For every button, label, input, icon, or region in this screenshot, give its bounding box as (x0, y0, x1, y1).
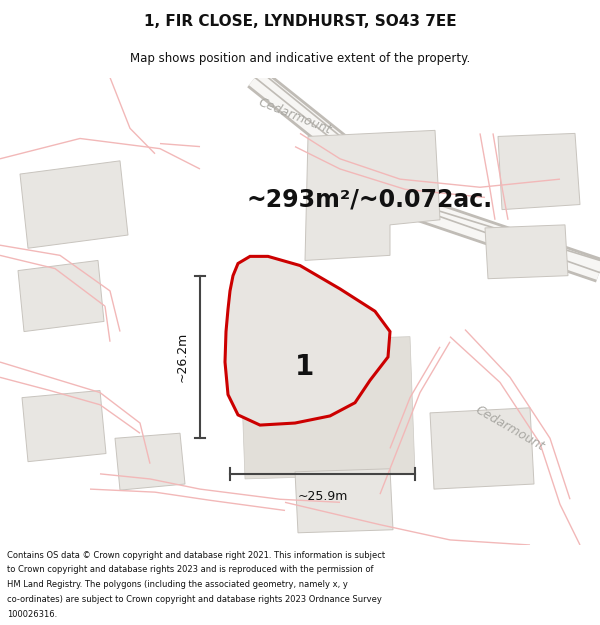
Text: ~26.2m: ~26.2m (176, 332, 188, 382)
Polygon shape (240, 337, 415, 479)
Text: 1, FIR CLOSE, LYNDHURST, SO43 7EE: 1, FIR CLOSE, LYNDHURST, SO43 7EE (143, 14, 457, 29)
Polygon shape (498, 133, 580, 209)
Polygon shape (22, 391, 106, 462)
Text: Map shows position and indicative extent of the property.: Map shows position and indicative extent… (130, 52, 470, 64)
Text: Contains OS data © Crown copyright and database right 2021. This information is : Contains OS data © Crown copyright and d… (7, 551, 385, 559)
Text: 100026316.: 100026316. (7, 610, 58, 619)
Text: ~293m²/~0.072ac.: ~293m²/~0.072ac. (247, 188, 493, 211)
Text: co-ordinates) are subject to Crown copyright and database rights 2023 Ordnance S: co-ordinates) are subject to Crown copyr… (7, 595, 382, 604)
Polygon shape (115, 433, 185, 490)
Polygon shape (430, 408, 534, 489)
Polygon shape (305, 131, 440, 261)
Text: Cedarmount: Cedarmount (257, 96, 334, 137)
Text: to Crown copyright and database rights 2023 and is reproduced with the permissio: to Crown copyright and database rights 2… (7, 566, 374, 574)
Polygon shape (295, 469, 393, 532)
Text: Cedarmount: Cedarmount (473, 403, 547, 453)
Polygon shape (20, 161, 128, 248)
Text: ~25.9m: ~25.9m (298, 490, 347, 502)
Text: 1: 1 (295, 353, 314, 381)
Polygon shape (18, 261, 104, 332)
Polygon shape (225, 256, 390, 425)
Polygon shape (485, 225, 568, 279)
Text: HM Land Registry. The polygons (including the associated geometry, namely x, y: HM Land Registry. The polygons (includin… (7, 580, 348, 589)
